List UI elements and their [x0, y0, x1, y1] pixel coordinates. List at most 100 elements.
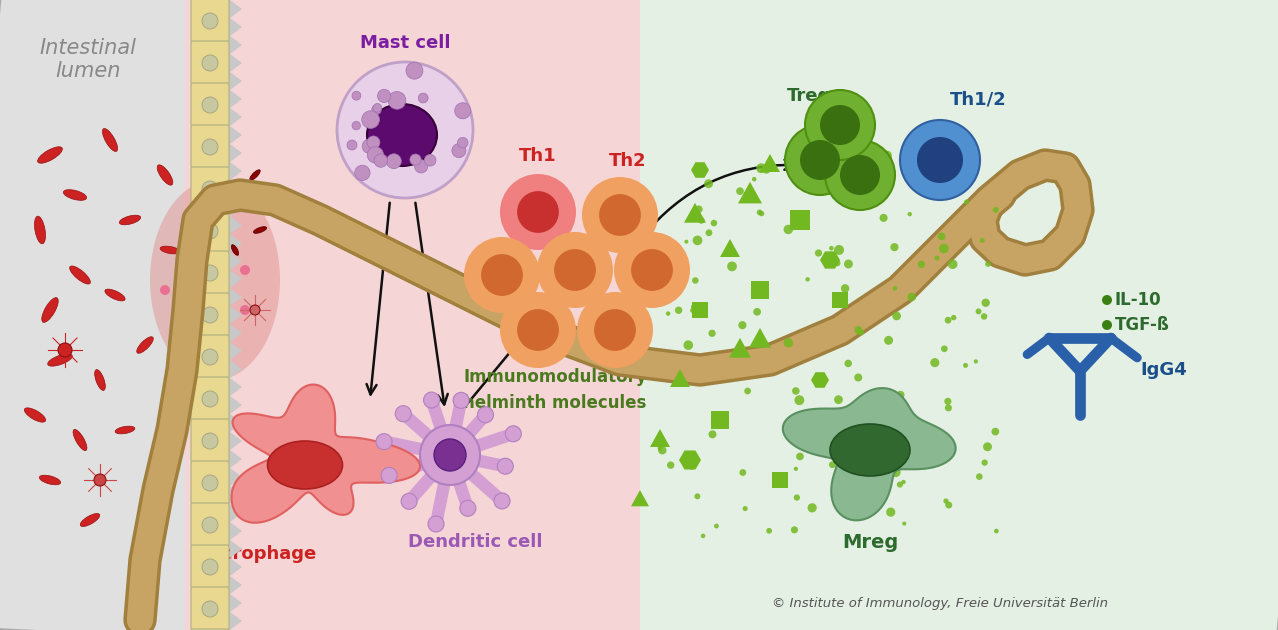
- Circle shape: [943, 498, 948, 503]
- Circle shape: [690, 308, 695, 313]
- Polygon shape: [230, 108, 242, 126]
- Circle shape: [362, 111, 380, 129]
- Circle shape: [693, 236, 703, 245]
- Ellipse shape: [115, 426, 135, 434]
- Polygon shape: [749, 328, 771, 348]
- Polygon shape: [230, 0, 242, 18]
- Circle shape: [518, 191, 558, 233]
- Circle shape: [424, 154, 436, 166]
- FancyBboxPatch shape: [190, 209, 229, 252]
- Polygon shape: [230, 432, 242, 450]
- Bar: [711, 411, 728, 429]
- Circle shape: [792, 387, 800, 395]
- Circle shape: [695, 205, 703, 213]
- Circle shape: [791, 526, 797, 534]
- Circle shape: [985, 261, 990, 267]
- Circle shape: [454, 392, 469, 408]
- Circle shape: [815, 249, 822, 256]
- Circle shape: [666, 311, 671, 316]
- Circle shape: [500, 292, 576, 368]
- Circle shape: [826, 140, 895, 210]
- Polygon shape: [230, 18, 242, 36]
- Text: Mreg: Mreg: [842, 533, 898, 552]
- Circle shape: [870, 160, 879, 169]
- Circle shape: [902, 439, 910, 447]
- Circle shape: [202, 517, 219, 533]
- Polygon shape: [820, 251, 840, 268]
- Circle shape: [907, 293, 916, 301]
- Circle shape: [992, 428, 999, 435]
- Circle shape: [835, 260, 841, 266]
- Ellipse shape: [95, 370, 105, 391]
- Circle shape: [1102, 295, 1112, 305]
- Circle shape: [820, 105, 860, 145]
- Circle shape: [835, 245, 843, 255]
- Ellipse shape: [105, 289, 125, 301]
- Circle shape: [813, 433, 822, 442]
- FancyBboxPatch shape: [190, 125, 229, 168]
- Bar: [772, 472, 789, 488]
- Circle shape: [964, 363, 967, 368]
- Circle shape: [495, 493, 510, 509]
- Polygon shape: [737, 182, 762, 203]
- Circle shape: [882, 151, 892, 160]
- Circle shape: [855, 399, 865, 409]
- Polygon shape: [230, 162, 242, 180]
- Circle shape: [240, 265, 250, 275]
- Circle shape: [410, 154, 420, 165]
- Circle shape: [202, 307, 219, 323]
- Circle shape: [505, 426, 521, 442]
- Polygon shape: [230, 504, 242, 522]
- Polygon shape: [230, 180, 242, 198]
- Circle shape: [896, 398, 900, 402]
- Circle shape: [355, 165, 371, 181]
- Circle shape: [160, 285, 170, 295]
- Ellipse shape: [47, 354, 73, 366]
- Circle shape: [982, 299, 990, 307]
- Circle shape: [500, 174, 576, 250]
- Circle shape: [900, 426, 905, 432]
- Circle shape: [576, 292, 653, 368]
- Polygon shape: [728, 338, 751, 358]
- Circle shape: [395, 406, 412, 421]
- Circle shape: [675, 307, 682, 314]
- FancyBboxPatch shape: [185, 0, 656, 630]
- FancyBboxPatch shape: [190, 335, 229, 378]
- Circle shape: [346, 140, 357, 150]
- Ellipse shape: [160, 246, 180, 254]
- Circle shape: [796, 452, 804, 461]
- Circle shape: [938, 232, 946, 241]
- Circle shape: [202, 559, 219, 575]
- Circle shape: [727, 261, 737, 272]
- Text: Macrophage: Macrophage: [193, 545, 317, 563]
- Circle shape: [831, 427, 840, 435]
- Circle shape: [930, 358, 939, 367]
- Circle shape: [743, 506, 748, 511]
- Circle shape: [658, 446, 662, 450]
- Polygon shape: [230, 54, 242, 72]
- Circle shape: [994, 529, 998, 534]
- Polygon shape: [230, 594, 242, 612]
- Circle shape: [982, 459, 988, 466]
- Text: IL-10: IL-10: [1114, 291, 1162, 309]
- Ellipse shape: [119, 215, 141, 225]
- Ellipse shape: [157, 165, 173, 185]
- Circle shape: [250, 305, 259, 315]
- Circle shape: [689, 464, 694, 470]
- Circle shape: [190, 315, 199, 325]
- Circle shape: [518, 309, 558, 351]
- Circle shape: [794, 467, 797, 471]
- Circle shape: [372, 105, 381, 115]
- FancyBboxPatch shape: [190, 293, 229, 336]
- Circle shape: [202, 55, 219, 71]
- Circle shape: [762, 164, 771, 174]
- Ellipse shape: [249, 169, 261, 180]
- Polygon shape: [231, 384, 420, 523]
- Circle shape: [202, 13, 219, 29]
- Circle shape: [975, 309, 982, 314]
- FancyBboxPatch shape: [190, 251, 229, 294]
- Ellipse shape: [73, 430, 87, 450]
- Circle shape: [478, 407, 493, 423]
- Bar: [751, 281, 769, 299]
- Polygon shape: [230, 270, 242, 288]
